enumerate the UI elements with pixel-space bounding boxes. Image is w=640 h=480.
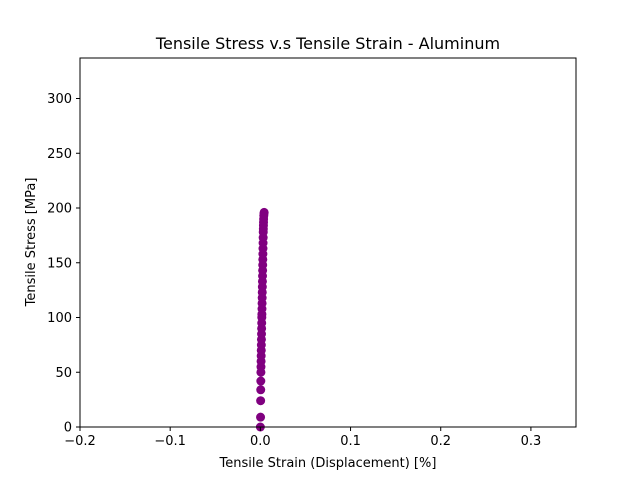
x-tick-label: −0.1 bbox=[154, 434, 186, 449]
x-tick-label: 0.1 bbox=[340, 434, 361, 449]
x-tick-label: 0.3 bbox=[521, 434, 542, 449]
data-point bbox=[259, 207, 269, 217]
y-tick-label: 250 bbox=[47, 147, 72, 162]
data-point bbox=[256, 385, 266, 395]
x-axis-label: Tensile Strain (Displacement) [%] bbox=[219, 456, 437, 471]
y-tick-label: 150 bbox=[47, 256, 72, 271]
y-tick-label: 200 bbox=[47, 202, 72, 217]
y-tick-label: 100 bbox=[47, 311, 72, 326]
x-tick-label: 0.2 bbox=[430, 434, 451, 449]
y-tick-label: 50 bbox=[55, 366, 72, 381]
x-tick-label: 0.0 bbox=[250, 434, 271, 449]
y-tick-label: 0 bbox=[64, 421, 72, 436]
chart-title: Tensile Stress v.s Tensile Strain - Alum… bbox=[155, 34, 500, 53]
plot-area-frame bbox=[79, 57, 577, 428]
y-axis-label: Tensile Stress [MPa] bbox=[24, 178, 39, 308]
data-point bbox=[256, 376, 266, 386]
x-tick-label: −0.2 bbox=[64, 434, 96, 449]
y-axis-ticks: 0 50 100 150 200 250 300 bbox=[47, 92, 80, 436]
data-point bbox=[256, 396, 266, 406]
data-points bbox=[255, 207, 269, 432]
y-tick-label: 300 bbox=[47, 92, 72, 107]
x-axis-ticks: −0.2 −0.1 0.0 0.1 0.2 0.3 bbox=[64, 427, 541, 449]
data-point bbox=[256, 412, 266, 422]
